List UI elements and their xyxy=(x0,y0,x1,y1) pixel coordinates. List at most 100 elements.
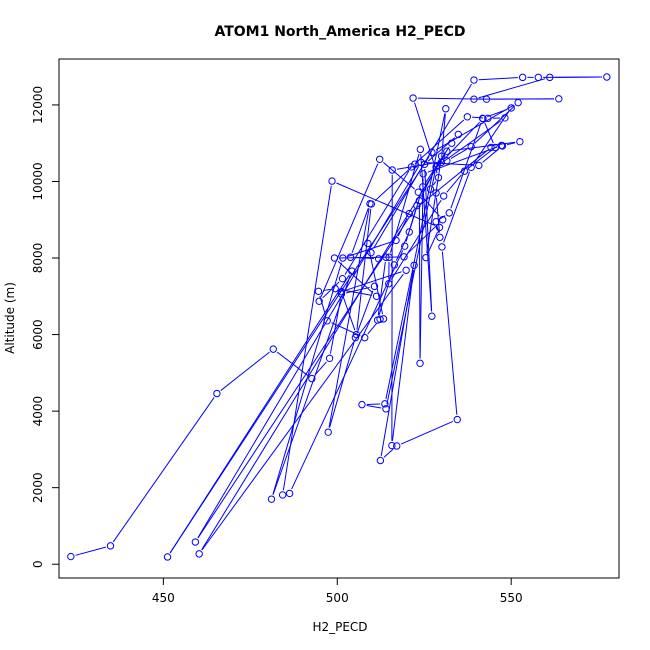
series-segment xyxy=(201,155,445,551)
data-point xyxy=(191,538,200,546)
series-segment xyxy=(323,288,331,292)
series-segment xyxy=(419,178,424,359)
x-axis-label: H2_PECD xyxy=(312,620,367,634)
data-point xyxy=(432,217,440,226)
data-point xyxy=(330,254,339,262)
data-point xyxy=(352,330,361,339)
data-point xyxy=(546,73,554,82)
data-point xyxy=(285,489,294,498)
series-segment xyxy=(418,205,421,359)
data-point xyxy=(413,201,421,210)
data-point xyxy=(382,405,390,413)
data-point xyxy=(428,148,436,157)
data-point xyxy=(381,400,389,408)
data-point xyxy=(361,333,369,342)
series-segment xyxy=(427,231,439,254)
data-point xyxy=(367,248,375,257)
series-segment xyxy=(441,113,446,158)
series-segment xyxy=(405,210,417,242)
series-segment xyxy=(336,182,436,226)
series-segment xyxy=(436,226,440,233)
series-segment xyxy=(474,105,515,144)
series-segment xyxy=(484,122,494,144)
data-point xyxy=(390,261,399,269)
y-axis-ticks: 0 2000 4000 6000 8000 10000 12000 xyxy=(31,86,59,568)
data-point xyxy=(106,542,115,550)
data-point xyxy=(484,114,492,123)
series-segment xyxy=(478,78,546,99)
data-point xyxy=(364,239,372,248)
series-segment xyxy=(314,361,327,376)
data-point xyxy=(376,315,384,323)
data-point xyxy=(374,255,383,263)
data-point xyxy=(385,253,393,261)
series-segment xyxy=(345,271,402,291)
data-point xyxy=(516,137,524,146)
data-point xyxy=(338,274,347,283)
data-point xyxy=(426,185,435,193)
series-segment xyxy=(426,160,442,253)
data-point xyxy=(453,415,461,424)
series-segment xyxy=(391,270,415,441)
data-point xyxy=(428,312,436,320)
data-point xyxy=(501,114,509,122)
series-segment xyxy=(478,77,518,81)
data-point xyxy=(393,442,401,450)
data-point xyxy=(367,200,376,208)
data-point xyxy=(400,253,408,261)
series-segment xyxy=(322,281,340,299)
series-segment xyxy=(421,195,440,217)
series-segment xyxy=(339,256,400,259)
data-point xyxy=(410,261,418,269)
data-point xyxy=(358,400,366,409)
data-point xyxy=(339,254,347,262)
data-point xyxy=(195,550,203,558)
data-point xyxy=(467,142,475,151)
y-tick-label: 0 xyxy=(31,560,45,568)
series-segment xyxy=(380,269,414,456)
data-point xyxy=(478,114,487,123)
data-point xyxy=(463,113,472,121)
chart-title: ATOM1 North_America H2_PECD xyxy=(214,24,465,40)
series-segment xyxy=(412,150,488,211)
series-segment xyxy=(112,397,215,543)
data-point xyxy=(498,142,507,150)
series-layer xyxy=(67,73,611,561)
y-tick-label: 12000 xyxy=(31,86,45,124)
series-segment xyxy=(351,208,369,253)
data-point xyxy=(487,143,495,152)
data-point xyxy=(269,345,277,353)
y-tick-label: 6000 xyxy=(31,319,45,350)
data-point xyxy=(314,287,323,296)
data-point xyxy=(409,94,417,102)
data-point xyxy=(351,333,360,342)
data-point xyxy=(419,183,427,191)
data-point xyxy=(460,167,469,175)
data-point xyxy=(402,266,410,274)
data-point xyxy=(163,553,172,561)
series-segment xyxy=(169,156,430,554)
data-point xyxy=(603,73,611,81)
data-point xyxy=(372,292,381,301)
data-point xyxy=(442,105,450,113)
data-point xyxy=(416,145,425,154)
data-point xyxy=(405,228,413,236)
data-point xyxy=(323,317,331,325)
y-tick-label: 8000 xyxy=(31,243,45,274)
series-segment xyxy=(366,404,382,409)
data-point xyxy=(447,139,456,147)
data-point xyxy=(375,155,384,163)
data-point xyxy=(507,104,515,112)
series-segment xyxy=(439,215,446,220)
x-tick-label: 550 xyxy=(500,591,523,605)
series-segment xyxy=(407,222,440,254)
data-point xyxy=(325,354,334,363)
series-segment xyxy=(507,142,516,146)
series-segment xyxy=(420,154,433,312)
x-axis-ticks: 450 500 550 xyxy=(152,578,523,605)
data-point xyxy=(388,441,396,450)
data-point xyxy=(385,279,393,288)
series-segment xyxy=(414,102,438,174)
series-segment xyxy=(450,122,482,209)
series-segment xyxy=(425,162,475,166)
